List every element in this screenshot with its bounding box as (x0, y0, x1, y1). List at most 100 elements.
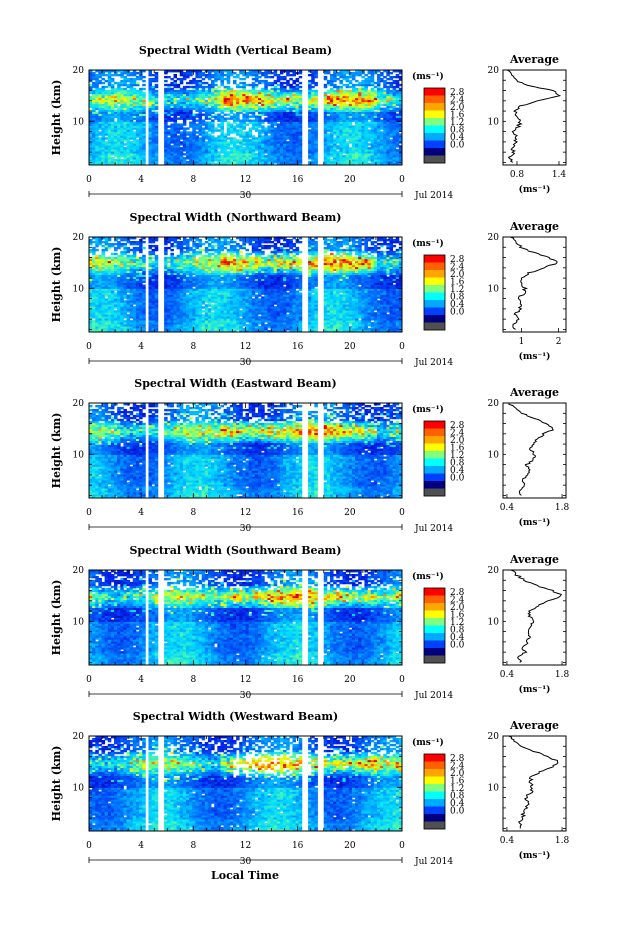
heatmap-cell (252, 119, 256, 121)
heatmap-cell (380, 108, 384, 110)
heatmap-cell (192, 86, 196, 88)
heatmap-cell (308, 129, 312, 131)
heatmap-cell (311, 86, 315, 88)
heatmap (89, 237, 402, 332)
heatmap-cell (277, 84, 281, 86)
heatmap-cell (183, 153, 187, 155)
heatmap-cell (224, 74, 228, 76)
heatmap-cell (130, 241, 134, 243)
heatmap (89, 70, 402, 165)
heatmap-cell (114, 265, 118, 267)
heatmap-cell (374, 86, 378, 88)
heatmap-cell (233, 90, 237, 92)
heatmap-cell (252, 135, 256, 137)
heatmap-cell (286, 80, 290, 82)
heatmap-cell (249, 90, 253, 92)
heatmap-cell (214, 88, 218, 90)
heatmap-cell (98, 137, 102, 139)
heatmap-cell (383, 80, 387, 82)
heatmap-cell (327, 96, 331, 98)
colorbar-segment (424, 141, 445, 149)
heatmap-cell (352, 84, 356, 86)
heatmap-cell (199, 80, 203, 82)
heatmap-cell (274, 80, 278, 82)
colorbar-segment (424, 118, 445, 126)
heatmap-cell (299, 86, 303, 88)
heatmap-cell (195, 135, 199, 137)
heatmap-cell (377, 74, 381, 76)
heatmap-cell (246, 90, 250, 92)
average-y-tick-label: 20 (488, 66, 500, 76)
heatmap-cell (217, 86, 221, 88)
heatmap-cell (242, 78, 246, 80)
heatmap-cell (236, 129, 240, 131)
heatmap-cell (108, 90, 112, 92)
heatmap-cell (105, 86, 109, 88)
heatmap-cell (264, 80, 268, 82)
y-axis-label: Height (km) (50, 80, 63, 156)
heatmap-cell (230, 123, 234, 125)
colorbar-unit: (ms⁻¹) (412, 71, 444, 82)
heatmap-cell (336, 86, 340, 88)
heatmap-cell (92, 82, 96, 84)
heatmap-cell (117, 82, 121, 84)
heatmap-cell (133, 78, 137, 80)
heatmap-cell (142, 255, 146, 257)
heatmap-cell (152, 74, 156, 76)
heatmap-cell (236, 139, 240, 141)
heatmap-cell (177, 84, 181, 86)
heatmap-cell (133, 247, 137, 249)
heatmap-cell (355, 88, 359, 90)
average-x-label: (ms⁻¹) (519, 184, 551, 195)
heatmap-cell (114, 121, 118, 123)
heatmap-cell (214, 84, 218, 86)
heatmap-cell (261, 88, 265, 90)
heatmap-cell (227, 118, 231, 120)
heatmap-cell (252, 82, 256, 84)
heatmap-cell (98, 131, 102, 133)
heatmap-cell (396, 108, 400, 110)
heatmap-cell (249, 139, 253, 141)
heatmap-cell (177, 90, 181, 92)
heatmap-cell (299, 82, 303, 84)
heatmap-cell (386, 86, 390, 88)
heatmap-cell (155, 72, 159, 74)
heatmap-cell (224, 78, 228, 80)
heatmap-cell (177, 135, 181, 137)
heatmap-cell (130, 72, 134, 74)
heatmap-cell (283, 76, 287, 78)
heatmap-cell (217, 123, 221, 125)
heatmap-cell (286, 98, 290, 100)
heatmap-cell (202, 114, 206, 116)
heatmap-cell (127, 90, 131, 92)
heatmap-cell (174, 90, 178, 92)
heatmap-cell (89, 239, 93, 241)
heatmap-cell (393, 76, 397, 78)
heatmap-cell (371, 88, 375, 90)
heatmap-cell (105, 80, 109, 82)
colorbar-tick-label: 0.0 (450, 140, 465, 150)
heatmap-cell (105, 74, 109, 76)
heatmap-cell (102, 249, 106, 251)
heatmap-cell (383, 108, 387, 110)
heatmap-cell (205, 121, 209, 123)
heatmap-cell (333, 137, 337, 139)
heatmap-cell (202, 78, 206, 80)
heatmap-cell (136, 241, 140, 243)
heatmap-cell (170, 88, 174, 90)
heatmap-cell (274, 86, 278, 88)
heatmap-cell (264, 127, 268, 129)
colorbar-segment (424, 88, 445, 96)
heatmap-cell (277, 123, 281, 125)
heatmap-cell (199, 137, 203, 139)
heatmap-cell (186, 161, 190, 163)
heatmap-cell (180, 131, 184, 133)
heatmap-cell (148, 78, 152, 80)
heatmap-cell (292, 80, 296, 82)
heatmap-cell (89, 84, 93, 86)
heatmap-cell (236, 84, 240, 86)
heatmap-cell (227, 86, 231, 88)
heatmap-cell (136, 247, 140, 249)
heatmap-cell (133, 306, 137, 308)
